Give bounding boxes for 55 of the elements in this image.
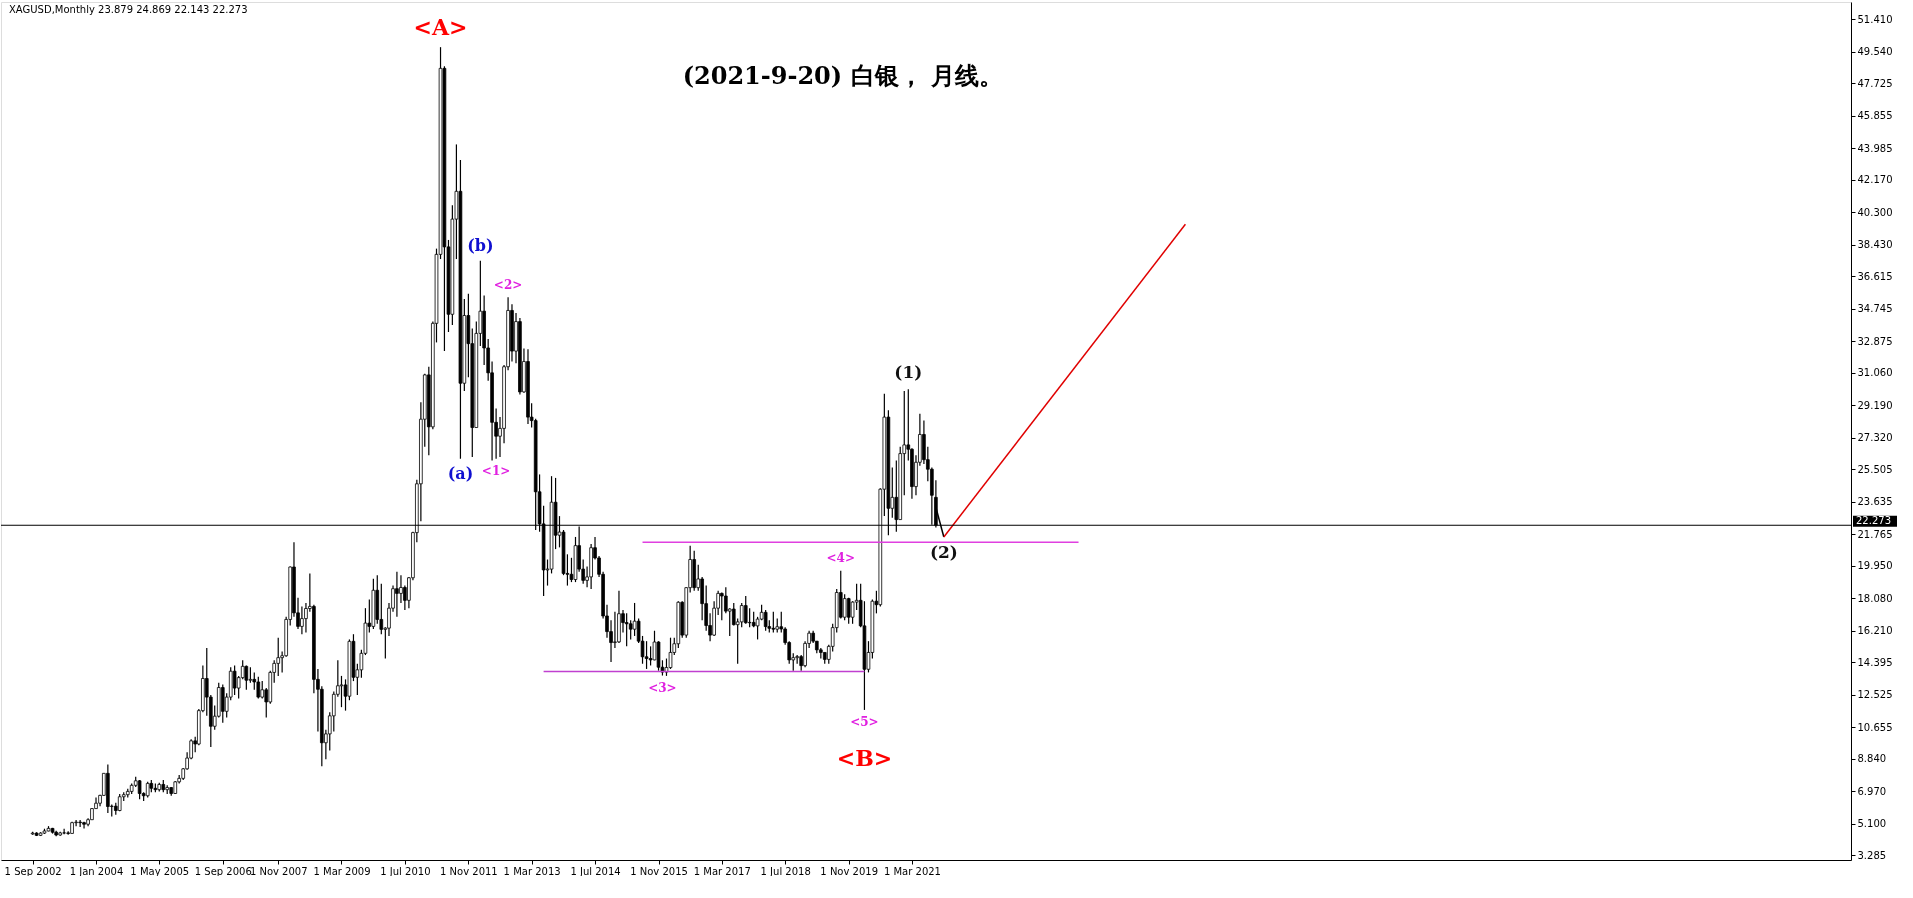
y-tick-label: 29.190 [1857, 399, 1893, 411]
x-tick-label: 1 Nov 2019 [820, 865, 879, 877]
x-tick-label: 1 Jul 2018 [760, 865, 811, 877]
x-tick-label: 1 Nov 2011 [440, 865, 498, 877]
x-tick-label: 1 Mar 2009 [313, 865, 371, 877]
x-tick-label: 1 Sep 2006 [194, 865, 252, 877]
y-tick-label: 3.285 [1857, 849, 1887, 861]
y-tick-label: 34.745 [1857, 303, 1893, 315]
annotation: (a) [447, 463, 474, 483]
y-tick-label: 31.060 [1857, 367, 1893, 379]
x-tick-label: 1 Jul 2014 [570, 865, 621, 877]
y-tick-label: 51.410 [1857, 13, 1893, 25]
y-tick-label: 27.320 [1857, 432, 1893, 444]
y-tick-label: 38.430 [1857, 239, 1893, 251]
y-tick-label: 47.725 [1857, 77, 1893, 89]
annotation: <2> [493, 277, 523, 292]
y-tick-label: 6.970 [1857, 785, 1887, 797]
y-tick-label: 45.855 [1857, 110, 1893, 122]
y-tick-label: 10.655 [1857, 721, 1893, 733]
annotation: (1) [894, 362, 923, 383]
x-tick-label: 1 Mar 2021 [883, 865, 941, 877]
y-tick-label: 18.080 [1857, 592, 1893, 604]
annotation: <3> [648, 680, 677, 695]
y-tick-label: 14.395 [1857, 656, 1893, 668]
y-tick-label: 5.100 [1857, 818, 1887, 830]
annotation: <4> [826, 551, 855, 566]
x-tick-label: 1 Mar 2017 [693, 865, 751, 877]
y-tick-label: 21.765 [1857, 528, 1893, 540]
annotation: <1> [481, 464, 511, 479]
x-tick-label: 1 Nov 2015 [630, 865, 688, 877]
x-tick-label: 1 Mar 2013 [503, 865, 561, 877]
annotation: <5> [850, 715, 879, 730]
x-tick-label: 1 Jan 2004 [69, 865, 124, 877]
y-tick-label: 36.615 [1857, 270, 1893, 282]
annotation: <A> [413, 13, 468, 40]
y-tick-label: 32.875 [1857, 335, 1893, 347]
y-tick-label: 49.540 [1857, 46, 1893, 58]
y-tick-label: 25.505 [1857, 463, 1893, 475]
x-tick-label: 1 May 2005 [130, 865, 190, 877]
x-tick-label: 1 Jul 2010 [380, 865, 431, 877]
annotation: <B> [836, 745, 893, 772]
ref-line-label: 22.273 [1856, 515, 1891, 527]
y-tick-label: 19.950 [1857, 560, 1893, 572]
x-tick-label: 1 Sep 2002 [4, 865, 62, 877]
y-tick-label: 8.840 [1857, 753, 1887, 765]
annotation: (2) [929, 541, 958, 562]
text: (2021-9-20) 白银， 月线。 [682, 61, 1003, 90]
y-tick-label: 40.300 [1857, 206, 1893, 218]
y-tick-label: 23.635 [1857, 496, 1893, 508]
y-tick-label: 12.525 [1857, 689, 1893, 701]
y-tick-label: 43.985 [1857, 142, 1893, 154]
y-tick-label: 16.210 [1857, 625, 1893, 637]
y-tick-label: 42.170 [1857, 174, 1893, 186]
annotation: (b) [467, 235, 494, 255]
chart-subtitle: XAGUSD,Monthly 23.879 24.869 22.143 22.273 [9, 4, 248, 15]
